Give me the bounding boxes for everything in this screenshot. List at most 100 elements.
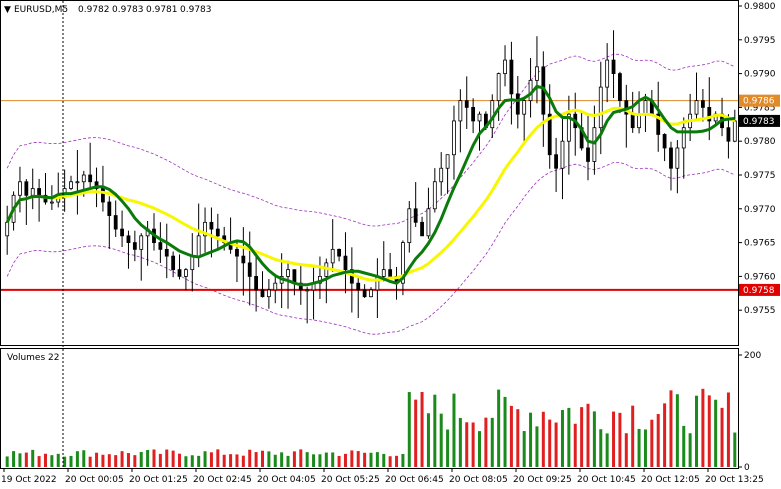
candle-body bbox=[203, 221, 207, 237]
volume-bar bbox=[720, 407, 724, 467]
volume-bar bbox=[363, 452, 367, 467]
volume-bar bbox=[414, 399, 418, 467]
volume-bar bbox=[490, 417, 494, 467]
candle-body bbox=[535, 66, 539, 81]
candle-body bbox=[464, 100, 469, 108]
candle-body bbox=[235, 248, 239, 257]
candle-body bbox=[439, 167, 444, 183]
candle-body bbox=[598, 86, 603, 129]
candle-body bbox=[120, 228, 124, 237]
candle-body bbox=[471, 107, 476, 122]
volume-bar bbox=[50, 455, 54, 467]
candle-body bbox=[107, 201, 112, 216]
time-tick-label: 20 Oct 05:25 bbox=[321, 475, 380, 485]
candle-body bbox=[30, 188, 35, 196]
volume-bar bbox=[63, 456, 67, 467]
candle-body bbox=[241, 255, 246, 264]
current-price-tag bbox=[739, 114, 780, 127]
price-tick-label: 0.9765 bbox=[744, 239, 776, 249]
candle-body bbox=[305, 289, 310, 292]
volume-panel-frame bbox=[0, 348, 739, 469]
candle-body bbox=[88, 174, 93, 183]
candle-body bbox=[726, 127, 731, 142]
volume-bar bbox=[133, 455, 137, 467]
candle-body bbox=[681, 127, 686, 149]
candle-body bbox=[420, 221, 424, 237]
candle-body bbox=[503, 59, 507, 75]
candle-body bbox=[566, 113, 571, 142]
volume-bar bbox=[171, 450, 175, 467]
volume-bar bbox=[446, 429, 450, 467]
time-tick-label: 20 Oct 09:25 bbox=[513, 475, 572, 485]
time-tick-label: 20 Oct 13:25 bbox=[705, 475, 764, 485]
candle-body bbox=[694, 100, 699, 115]
volume-bar bbox=[280, 452, 284, 467]
candle-body bbox=[401, 242, 405, 284]
candle-body bbox=[337, 248, 341, 257]
candle-body bbox=[732, 120, 737, 142]
time-tick-label: 20 Oct 08:05 bbox=[449, 475, 508, 485]
volume-bar bbox=[337, 455, 341, 467]
volume-bar bbox=[324, 452, 328, 467]
moving-averages bbox=[5, 84, 736, 287]
candle-body bbox=[426, 208, 431, 237]
time-tick-label: 20 Oct 06:45 bbox=[385, 475, 444, 485]
volume-bar bbox=[420, 391, 424, 467]
volume-bar bbox=[82, 450, 86, 467]
volume-bar bbox=[586, 403, 590, 467]
volume-bar bbox=[439, 413, 443, 467]
volume-bar bbox=[248, 449, 252, 467]
volume-bar bbox=[331, 452, 335, 467]
volume-bar bbox=[305, 452, 309, 467]
candle-body bbox=[5, 221, 10, 237]
candle-body bbox=[81, 174, 86, 183]
time-tick-label: 20 Oct 04:05 bbox=[257, 475, 316, 485]
volume-bar bbox=[88, 456, 92, 467]
candle-body bbox=[432, 181, 437, 210]
time-tick-label: 20 Oct 12:05 bbox=[641, 475, 700, 485]
volume-bar bbox=[5, 456, 9, 467]
support-price-tag bbox=[739, 283, 780, 296]
candle-body bbox=[662, 134, 667, 149]
volume-bar bbox=[146, 449, 150, 467]
time-tick-label: 20 Oct 10:45 bbox=[577, 475, 636, 485]
symbol-label: EURUSD,M5 bbox=[14, 5, 68, 15]
candle-body bbox=[707, 107, 712, 122]
volume-bar bbox=[395, 455, 399, 467]
current-price-tag-label: 0.9783 bbox=[743, 117, 775, 127]
volume-bar bbox=[701, 388, 705, 467]
price-tags: 0.9786 0.9758 0.9783 bbox=[739, 94, 780, 296]
volume-bar bbox=[529, 412, 533, 467]
candle-body bbox=[413, 208, 418, 223]
price-tick-label: 0.9780 bbox=[744, 137, 776, 147]
volume-bar bbox=[318, 454, 322, 467]
volume-bar bbox=[216, 449, 220, 467]
volume-bar bbox=[675, 394, 679, 467]
candle-body bbox=[343, 255, 348, 271]
candle-body bbox=[669, 147, 673, 169]
candle-body bbox=[75, 181, 80, 184]
volume-bar bbox=[618, 412, 622, 467]
candle-body bbox=[101, 188, 105, 203]
volume-bar bbox=[433, 394, 437, 467]
candle-body bbox=[560, 140, 565, 169]
candle-body bbox=[247, 262, 252, 277]
time-axis: 19 Oct 2022 20 Oct 00:05 20 Oct 01:25 20 Oc… bbox=[1, 468, 764, 485]
upper-band bbox=[6, 53, 735, 227]
volume-bar bbox=[190, 455, 194, 467]
candle-body bbox=[515, 93, 520, 115]
volume-bar bbox=[299, 449, 303, 467]
candle-body bbox=[164, 248, 169, 257]
candle-body bbox=[286, 269, 290, 277]
volume-bar bbox=[56, 453, 60, 467]
candle-body bbox=[126, 235, 131, 243]
candle-body bbox=[260, 289, 265, 298]
candle-body bbox=[184, 269, 188, 277]
volume-bar bbox=[139, 451, 143, 467]
price-tick-label: 0.9790 bbox=[744, 70, 776, 80]
volume-bar bbox=[43, 453, 47, 467]
volume-bar bbox=[522, 431, 526, 467]
candle-body bbox=[388, 269, 393, 277]
volume-bar bbox=[222, 454, 226, 467]
candle-body bbox=[452, 120, 456, 156]
